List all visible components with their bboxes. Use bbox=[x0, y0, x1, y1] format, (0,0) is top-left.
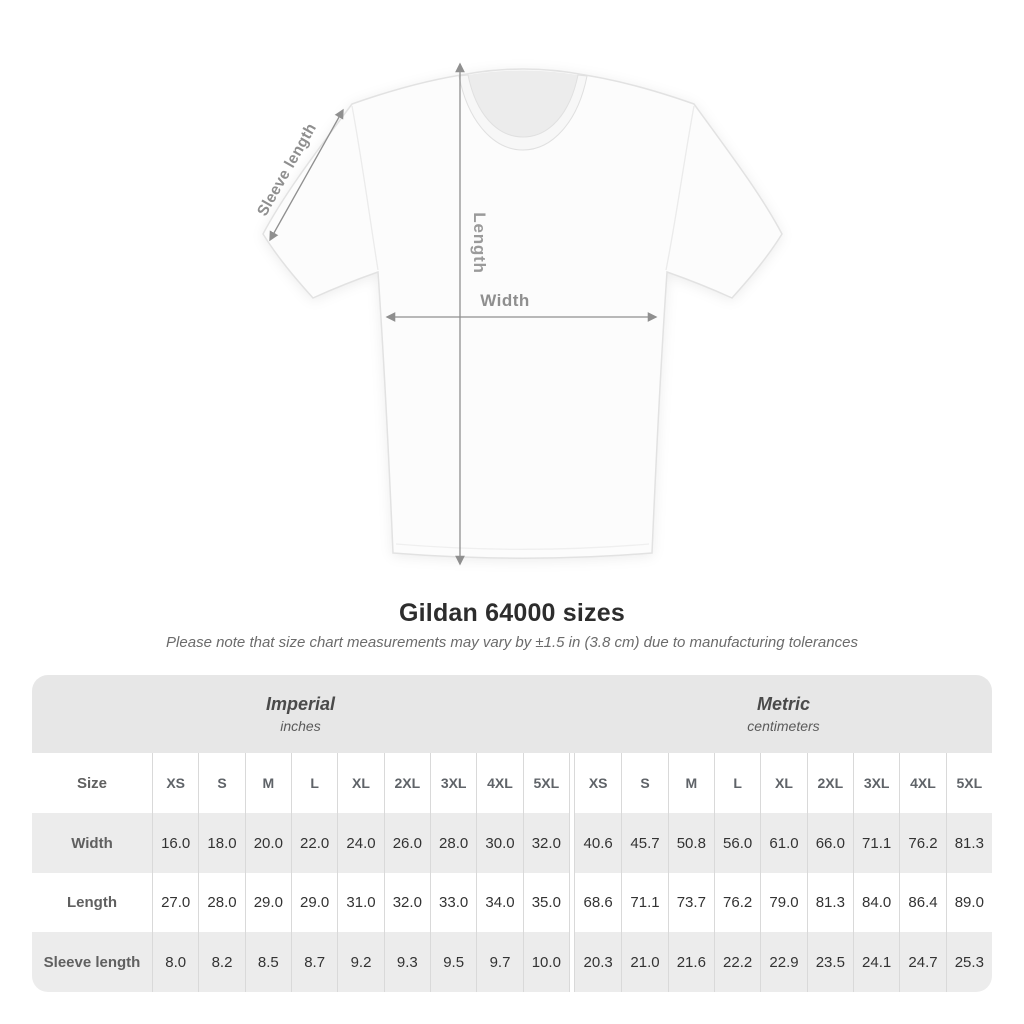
value-cell: 35.0 bbox=[522, 873, 569, 932]
page-title: Gildan 64000 sizes bbox=[399, 599, 625, 627]
value-cell: 66.0 bbox=[806, 813, 853, 873]
size-header: 3XL bbox=[852, 753, 899, 813]
size-header: XL bbox=[760, 753, 806, 813]
value-cell: 21.6 bbox=[667, 932, 714, 992]
size-header: XS bbox=[152, 753, 198, 813]
value-cell: 25.3 bbox=[945, 932, 992, 992]
size-header: 5XL bbox=[522, 753, 569, 813]
value-cell: 29.0 bbox=[290, 873, 337, 932]
row-label: Length bbox=[67, 894, 117, 911]
value-cell: 73.7 bbox=[667, 873, 714, 932]
value-cell: 76.2 bbox=[713, 873, 760, 932]
value-cell: 22.9 bbox=[760, 932, 807, 992]
value-cell: 29.0 bbox=[244, 873, 291, 932]
tolerance-note: Please note that size chart measurements… bbox=[166, 634, 858, 651]
length-label: Length bbox=[470, 212, 489, 273]
value-cell: 68.6 bbox=[583, 894, 613, 911]
row-label: Width bbox=[32, 813, 152, 873]
section-divider bbox=[568, 813, 575, 873]
section-divider bbox=[568, 753, 575, 813]
value-cell: 31.0 bbox=[337, 873, 383, 932]
imperial-section-header: Imperial inches bbox=[32, 675, 569, 753]
value-cell: 8.7 bbox=[290, 932, 338, 992]
tshirt-measurement-diagram: Sleeve length Length Width bbox=[254, 62, 783, 566]
size-header: S bbox=[198, 753, 244, 813]
value-cell: 34.0 bbox=[476, 873, 522, 932]
value-cell: 89.0 bbox=[945, 873, 992, 932]
value-cell: 84.0 bbox=[852, 873, 899, 932]
tshirt-image bbox=[262, 68, 783, 559]
value-cell: 20.3 bbox=[574, 932, 622, 992]
size-header: M bbox=[667, 753, 714, 813]
value-cell: 8.5 bbox=[244, 932, 291, 992]
value-cell: 21.0 bbox=[621, 932, 668, 992]
size-header: XL bbox=[337, 753, 383, 813]
value-cell: 79.0 bbox=[760, 873, 806, 932]
value-cell: 71.1 bbox=[621, 873, 667, 932]
value-cell: 24.0 bbox=[337, 813, 384, 873]
value-cell: 50.8 bbox=[667, 813, 714, 873]
value-cell: 76.2 bbox=[899, 813, 946, 873]
size-header: 2XL bbox=[806, 753, 853, 813]
size-header: 4XL bbox=[899, 753, 945, 813]
value-cell: 8.2 bbox=[198, 932, 245, 992]
value-cell: 28.0 bbox=[198, 873, 244, 932]
size-chart-table: Imperial inches Metric centimeters Size … bbox=[32, 675, 992, 992]
size-header: XS bbox=[588, 775, 608, 791]
value-cell: 30.0 bbox=[476, 813, 523, 873]
value-cell: 9.2 bbox=[337, 932, 384, 992]
value-cell: 24.7 bbox=[899, 932, 946, 992]
value-cell: 40.6 bbox=[574, 813, 622, 873]
value-cell: 27.0 bbox=[152, 873, 198, 932]
size-header: S bbox=[621, 753, 667, 813]
imperial-header-label: Imperial bbox=[265, 694, 335, 714]
metric-unit-label: centimeters bbox=[747, 718, 820, 734]
value-cell: 23.5 bbox=[806, 932, 853, 992]
value-cell: 16.0 bbox=[152, 813, 199, 873]
value-cell: 22.2 bbox=[713, 932, 761, 992]
value-cell: 26.0 bbox=[383, 813, 430, 873]
metric-section-header: Metric centimeters bbox=[574, 675, 992, 753]
value-cell: 24.1 bbox=[852, 932, 900, 992]
value-cell: 32.0 bbox=[522, 813, 569, 873]
width-label: Width bbox=[480, 291, 530, 310]
value-cell: 9.3 bbox=[383, 932, 430, 992]
collar-band bbox=[458, 74, 588, 151]
value-cell: 61.0 bbox=[760, 813, 807, 873]
value-cell: 86.4 bbox=[899, 873, 945, 932]
value-cell: 71.1 bbox=[852, 813, 900, 873]
value-cell: 22.0 bbox=[290, 813, 338, 873]
size-header: L bbox=[290, 753, 337, 813]
value-cell: 9.7 bbox=[476, 932, 523, 992]
value-cell: 32.0 bbox=[383, 873, 430, 932]
value-cell: 81.3 bbox=[945, 813, 992, 873]
value-cell: 56.0 bbox=[713, 813, 761, 873]
section-divider bbox=[568, 932, 575, 992]
value-cell: 9.5 bbox=[429, 932, 477, 992]
value-cell: 81.3 bbox=[806, 873, 853, 932]
value-cell: 18.0 bbox=[198, 813, 245, 873]
size-header: M bbox=[244, 753, 291, 813]
imperial-unit-label: inches bbox=[280, 718, 321, 734]
size-header: 4XL bbox=[476, 753, 522, 813]
value-cell: 8.0 bbox=[152, 932, 199, 992]
size-column-header: Size bbox=[76, 774, 107, 792]
sleeve-length-arrow bbox=[269, 108, 344, 242]
value-cell: 45.7 bbox=[621, 813, 668, 873]
value-cell: 33.0 bbox=[429, 873, 476, 932]
value-cell: 28.0 bbox=[429, 813, 477, 873]
measurement-arrows bbox=[269, 62, 658, 566]
size-header: 3XL bbox=[429, 753, 476, 813]
collar-opening bbox=[468, 70, 578, 137]
size-header: 5XL bbox=[945, 753, 992, 813]
size-header: 2XL bbox=[383, 753, 430, 813]
section-divider bbox=[568, 873, 575, 932]
size-header: L bbox=[713, 753, 760, 813]
value-cell: 20.0 bbox=[244, 813, 291, 873]
header-gap bbox=[568, 675, 575, 753]
value-cell: 10.0 bbox=[522, 932, 569, 992]
metric-header-label: Metric bbox=[756, 694, 810, 714]
row-label: Sleeve length bbox=[32, 932, 152, 992]
